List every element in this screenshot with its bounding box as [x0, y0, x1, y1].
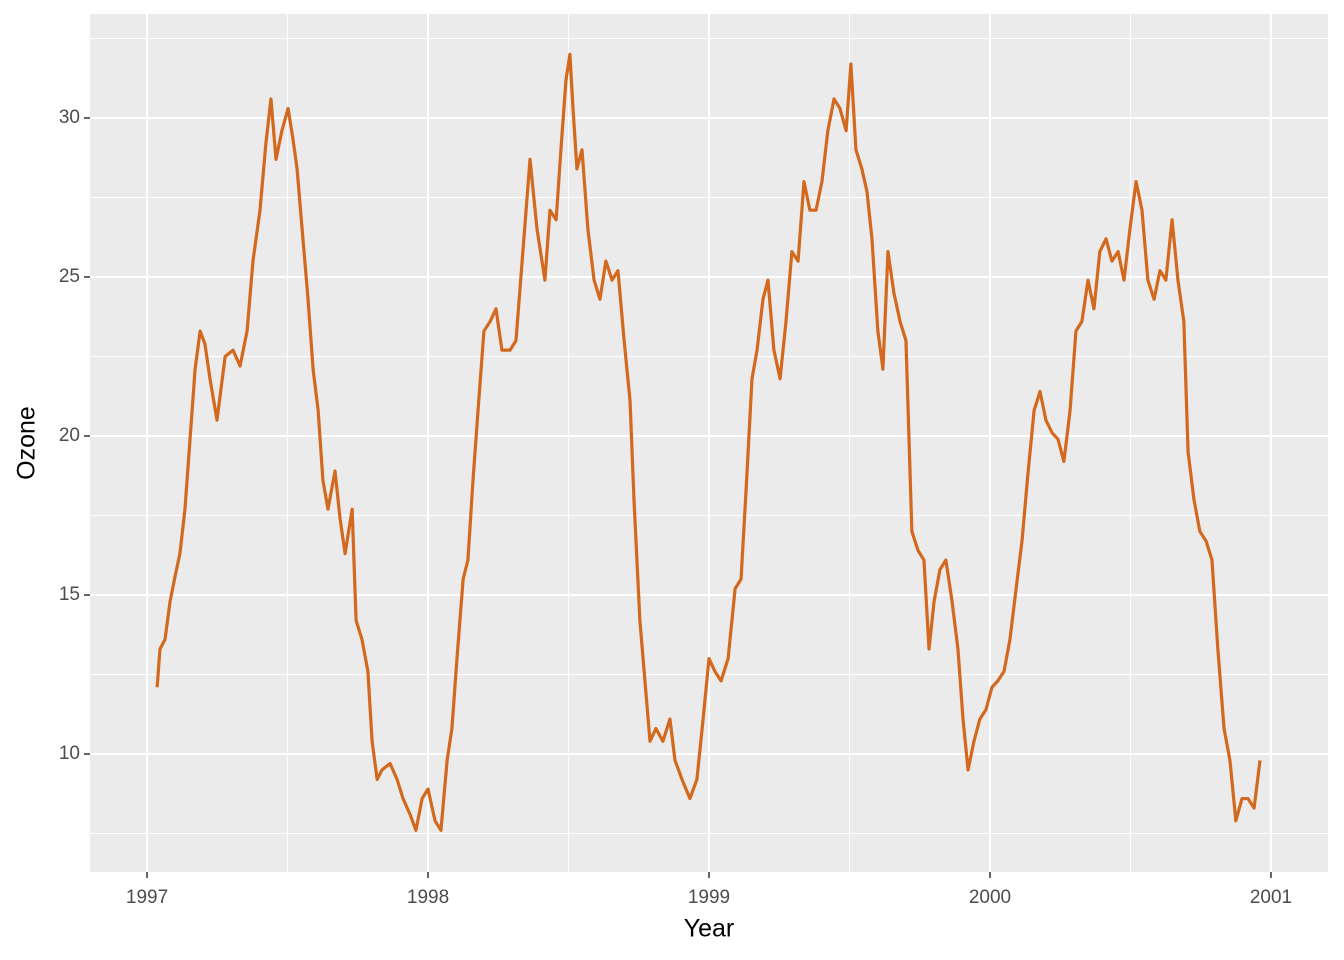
y-tick-label: 10 — [59, 743, 80, 764]
y-tick-label: 20 — [59, 425, 80, 446]
data-line — [155, 52, 1262, 832]
y-tick-label: 30 — [59, 107, 80, 128]
x-axis-title: Year — [684, 915, 735, 943]
x-tick-label: 1999 — [688, 887, 730, 908]
x-tick-label: 2000 — [969, 887, 1011, 908]
y-tick-label: 15 — [59, 584, 80, 605]
y-axis-title: Ozone — [13, 406, 41, 480]
x-tick-label: 1997 — [126, 887, 168, 908]
x-tick-label: 1998 — [407, 887, 449, 908]
x-tick-label: 2001 — [1250, 887, 1292, 908]
y-tick-label: 25 — [59, 266, 80, 287]
